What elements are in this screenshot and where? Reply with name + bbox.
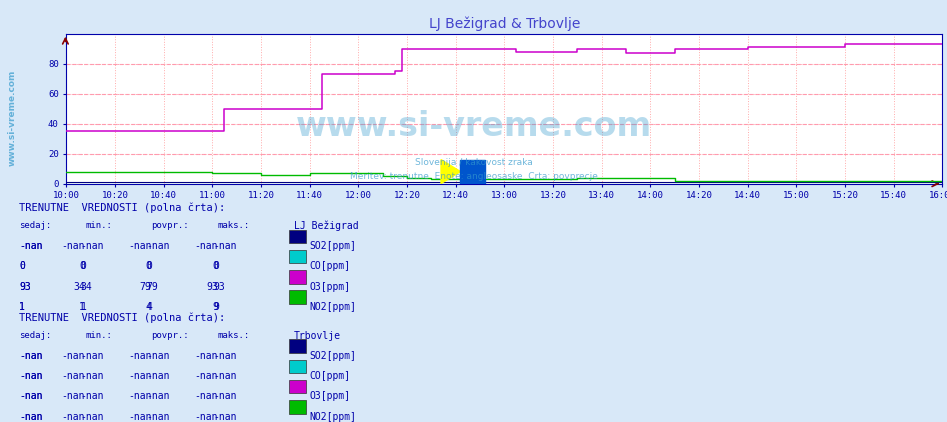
Text: -nan: -nan — [62, 351, 85, 361]
Text: povpr.:: povpr.: — [152, 221, 189, 230]
Text: 0: 0 — [19, 261, 25, 271]
Text: -nan: -nan — [19, 391, 43, 401]
Text: 79: 79 — [147, 281, 158, 292]
Text: -nan: -nan — [147, 371, 170, 381]
Text: www.si-vreme.com: www.si-vreme.com — [8, 70, 17, 166]
Text: 1: 1 — [80, 302, 86, 312]
Text: 0: 0 — [212, 261, 218, 271]
Text: 93: 93 — [213, 281, 224, 292]
Text: povpr.:: povpr.: — [152, 330, 189, 340]
Text: -nan: -nan — [194, 411, 218, 422]
Text: 93: 93 — [206, 281, 218, 292]
Text: Meritev: trenutne  Enote: angleosaske  Crta: povprecje: Meritev: trenutne Enote: angleosaske Crt… — [349, 172, 598, 181]
Text: -nan: -nan — [62, 241, 85, 251]
Text: -nan: -nan — [80, 411, 104, 422]
Text: maks.:: maks.: — [218, 330, 250, 340]
Text: 0: 0 — [80, 261, 86, 271]
Text: TRENUTNE  VREDNOSTI (polna črta):: TRENUTNE VREDNOSTI (polna črta): — [19, 203, 225, 213]
Text: -nan: -nan — [128, 411, 152, 422]
Text: -nan: -nan — [194, 371, 218, 381]
Text: 93: 93 — [19, 281, 30, 292]
Text: -nan: -nan — [194, 351, 218, 361]
Text: TRENUTNE  VREDNOSTI (polna črta):: TRENUTNE VREDNOSTI (polna črta): — [19, 312, 225, 323]
Text: LJ Bežigrad: LJ Bežigrad — [294, 221, 358, 231]
Text: 34: 34 — [74, 281, 85, 292]
Polygon shape — [460, 160, 485, 184]
Text: Trbovlje: Trbovlje — [294, 330, 341, 341]
Text: 0: 0 — [19, 261, 25, 271]
Text: 1: 1 — [19, 302, 25, 312]
Text: 0: 0 — [213, 261, 219, 271]
Text: CO[ppm]: CO[ppm] — [310, 371, 350, 381]
Text: 0: 0 — [80, 261, 85, 271]
Text: -nan: -nan — [19, 411, 43, 422]
Text: -nan: -nan — [194, 391, 218, 401]
Text: 4: 4 — [147, 302, 152, 312]
Text: -nan: -nan — [19, 411, 43, 422]
Text: maks.:: maks.: — [218, 221, 250, 230]
Text: -nan: -nan — [147, 351, 170, 361]
Text: NO2[ppm]: NO2[ppm] — [310, 411, 357, 422]
Text: SO2[ppm]: SO2[ppm] — [310, 351, 357, 361]
Text: NO2[ppm]: NO2[ppm] — [310, 302, 357, 312]
Text: O3[ppm]: O3[ppm] — [310, 391, 350, 401]
Text: -nan: -nan — [128, 391, 152, 401]
Text: 4: 4 — [146, 302, 152, 312]
Text: -nan: -nan — [19, 351, 43, 361]
Text: 79: 79 — [140, 281, 152, 292]
Text: sedaj:: sedaj: — [19, 221, 51, 230]
Text: -nan: -nan — [213, 371, 237, 381]
Text: -nan: -nan — [213, 391, 237, 401]
Text: -nan: -nan — [19, 371, 43, 381]
Text: -nan: -nan — [19, 391, 43, 401]
Text: -nan: -nan — [19, 371, 43, 381]
Text: -nan: -nan — [213, 351, 237, 361]
Text: min.:: min.: — [85, 330, 112, 340]
Text: -nan: -nan — [19, 241, 43, 251]
Text: www.si-vreme.com: www.si-vreme.com — [295, 110, 652, 143]
Text: 93: 93 — [19, 281, 30, 292]
Text: -nan: -nan — [62, 371, 85, 381]
Text: -nan: -nan — [80, 241, 104, 251]
Polygon shape — [441, 160, 460, 184]
Text: -nan: -nan — [19, 351, 43, 361]
Text: 1: 1 — [80, 302, 85, 312]
Text: -nan: -nan — [80, 371, 104, 381]
Text: 9: 9 — [212, 302, 218, 312]
Text: sedaj:: sedaj: — [19, 330, 51, 340]
Text: Slovenija / kakovost zraka: Slovenija / kakovost zraka — [415, 158, 532, 167]
Text: min.:: min.: — [85, 221, 112, 230]
Text: CO[ppm]: CO[ppm] — [310, 261, 350, 271]
Text: 9: 9 — [213, 302, 219, 312]
Text: -nan: -nan — [128, 241, 152, 251]
Text: -nan: -nan — [80, 391, 104, 401]
Text: 0: 0 — [147, 261, 152, 271]
Text: 0: 0 — [146, 261, 152, 271]
Text: -nan: -nan — [147, 411, 170, 422]
Text: -nan: -nan — [62, 391, 85, 401]
Text: 1: 1 — [19, 302, 25, 312]
Text: -nan: -nan — [194, 241, 218, 251]
Text: 34: 34 — [80, 281, 92, 292]
Text: -nan: -nan — [19, 241, 43, 251]
Text: -nan: -nan — [128, 371, 152, 381]
Title: LJ Bežigrad & Trbovlje: LJ Bežigrad & Trbovlje — [429, 17, 580, 31]
Text: SO2[ppm]: SO2[ppm] — [310, 241, 357, 251]
Text: -nan: -nan — [213, 241, 237, 251]
Text: -nan: -nan — [128, 351, 152, 361]
Text: -nan: -nan — [80, 351, 104, 361]
Text: -nan: -nan — [62, 411, 85, 422]
Text: -nan: -nan — [147, 391, 170, 401]
Text: -nan: -nan — [147, 241, 170, 251]
Text: O3[ppm]: O3[ppm] — [310, 281, 350, 292]
Text: -nan: -nan — [213, 411, 237, 422]
